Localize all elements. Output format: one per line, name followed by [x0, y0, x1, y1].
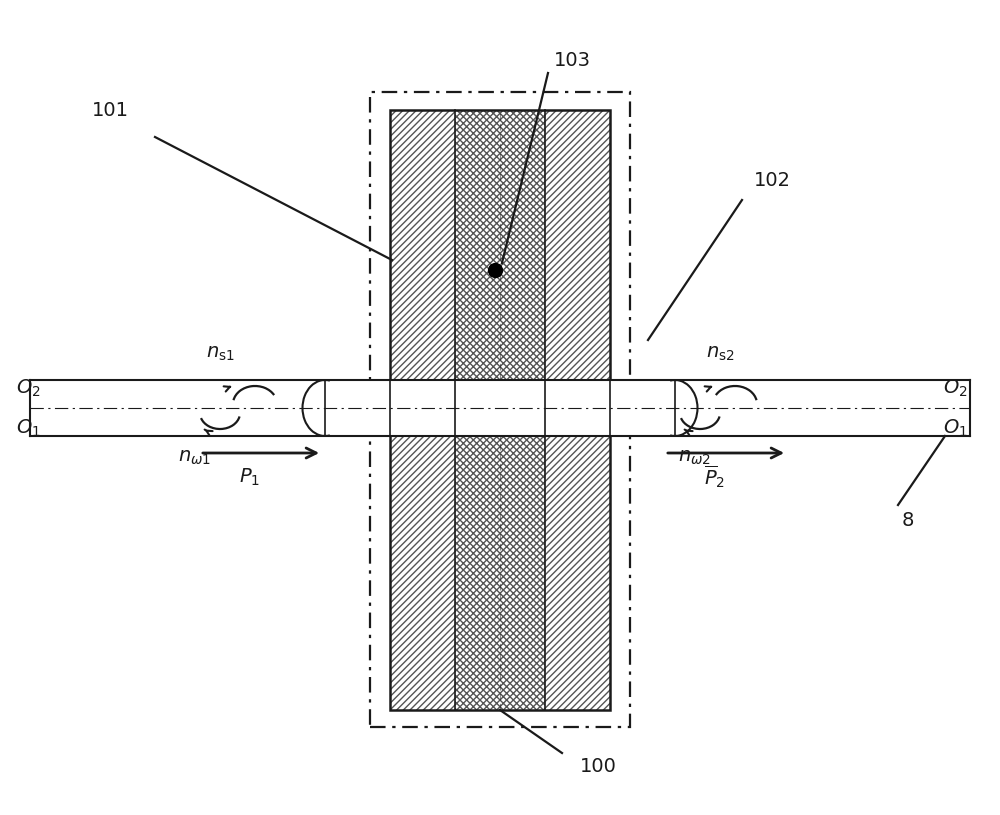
- Text: $\overline{P}_2$: $\overline{P}_2$: [704, 464, 726, 490]
- Text: $n_{\omega 1}$: $n_{\omega 1}$: [178, 447, 212, 466]
- Text: 8: 8: [902, 510, 914, 530]
- Bar: [455, 110, 545, 710]
- Text: $O_1$: $O_1$: [943, 417, 967, 438]
- Text: $O_2$: $O_2$: [16, 377, 40, 399]
- Bar: [545, 110, 610, 710]
- Bar: [30, 380, 970, 436]
- Text: 100: 100: [580, 757, 616, 777]
- Text: $n_{\rm s1}$: $n_{\rm s1}$: [206, 343, 234, 363]
- Bar: [390, 110, 455, 710]
- Text: 103: 103: [554, 51, 590, 69]
- Text: 101: 101: [92, 100, 129, 120]
- Bar: [370, 92, 630, 727]
- Text: $P_1$: $P_1$: [239, 466, 261, 487]
- Text: 102: 102: [754, 170, 790, 190]
- Text: $O_1$: $O_1$: [16, 417, 40, 438]
- Bar: [390, 110, 610, 710]
- Bar: [390, 110, 610, 710]
- Text: $n_{\omega 2}$: $n_{\omega 2}$: [678, 447, 712, 466]
- Text: $n_{\rm s2}$: $n_{\rm s2}$: [706, 343, 734, 363]
- Text: $O_2$: $O_2$: [943, 377, 967, 399]
